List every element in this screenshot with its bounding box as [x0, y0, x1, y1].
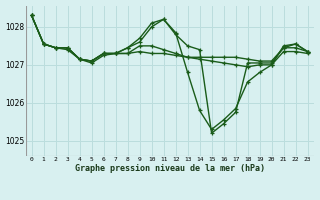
X-axis label: Graphe pression niveau de la mer (hPa): Graphe pression niveau de la mer (hPa) — [75, 164, 265, 173]
